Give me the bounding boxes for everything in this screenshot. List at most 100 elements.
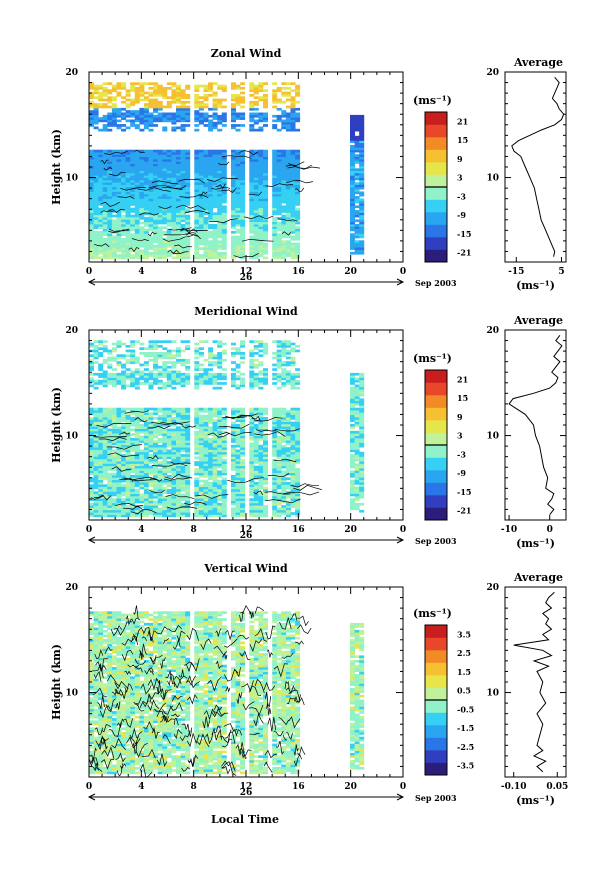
heatmap-cell (249, 361, 255, 364)
heatmap-cell (171, 386, 177, 390)
heatmap-cell (263, 379, 268, 383)
heatmap-cell (93, 493, 99, 497)
heatmap-cell (249, 251, 255, 255)
heatmap-cell (93, 170, 99, 174)
heatmap-cell (111, 384, 117, 388)
heatmap-cell (139, 175, 145, 178)
heatmap-cell (276, 463, 282, 467)
colorbar-segment (425, 224, 447, 238)
heatmap-cell (153, 352, 159, 355)
heatmap-cell (295, 128, 301, 132)
heatmap-cell (162, 347, 168, 350)
heatmap-cell (166, 203, 172, 206)
heatmap-cell (171, 461, 177, 464)
heatmap-cell (212, 447, 218, 450)
heatmap-cell (125, 493, 131, 497)
heatmap-cell (107, 493, 113, 497)
heatmap-cell (148, 421, 154, 425)
heatmap-cell (221, 495, 227, 499)
heatmap-cell (89, 507, 94, 511)
heatmap-cell (203, 375, 209, 378)
heatmap-cell (139, 87, 145, 90)
heatmap-cell (185, 228, 191, 232)
heatmap-cell (198, 368, 204, 371)
heatmap-cell (134, 91, 140, 95)
heatmap-cell (231, 179, 236, 183)
heatmap-cell (240, 214, 246, 218)
heatmap-cell (212, 498, 218, 501)
heatmap-cell (162, 430, 168, 434)
heatmap-cell (221, 193, 227, 197)
heatmap-cell (295, 198, 301, 202)
heatmap-cell (258, 370, 264, 374)
heatmap-cell (221, 149, 227, 153)
heatmap-cell (166, 231, 172, 234)
heatmap-cell (217, 340, 223, 343)
heatmap-cell (290, 256, 296, 260)
heatmap-cell (290, 231, 296, 234)
heatmap-cell (185, 191, 191, 195)
heatmap-cell (240, 421, 246, 425)
heatmap-cell (180, 240, 186, 243)
heatmap-cell (102, 421, 108, 425)
heatmap-cell (263, 156, 268, 160)
heatmap-cell (176, 170, 181, 174)
heatmap-cell (98, 454, 104, 457)
heatmap-cell (107, 451, 113, 455)
heatmap-cell (89, 177, 94, 181)
heatmap-cell (350, 207, 355, 211)
heatmap-cell (272, 247, 278, 250)
heatmap-cell (185, 423, 191, 427)
heatmap-cell (253, 179, 259, 183)
heatmap-cell (185, 217, 191, 220)
heatmap-cell (258, 512, 264, 515)
heatmap-cell (166, 407, 172, 411)
heatmap-cell (157, 231, 163, 234)
heatmap-cell (263, 149, 268, 153)
heatmap-cell (272, 363, 278, 367)
contour-line (117, 196, 135, 199)
heatmap-cell (107, 375, 113, 378)
heatmap-cell (93, 468, 99, 471)
heatmap-cell (290, 182, 296, 185)
heatmap-cell (176, 379, 181, 383)
heatmap-cell (231, 112, 236, 116)
heatmap-cell (258, 514, 264, 518)
heatmap-cell (93, 242, 99, 246)
heatmap-cell (176, 152, 181, 155)
heatmap-cell (111, 219, 117, 223)
heatmap-cell (235, 463, 241, 467)
heatmap-cell (231, 502, 236, 506)
heatmap-cell (212, 226, 218, 229)
heatmap-cell (102, 414, 108, 418)
heatmap-cell (171, 159, 177, 162)
heatmap-cell (111, 179, 117, 183)
heatmap-cell (231, 107, 236, 111)
heatmap-cell (276, 221, 282, 225)
heatmap-cell (116, 84, 122, 88)
heatmap-cell (263, 477, 268, 481)
heatmap-cell (116, 198, 122, 202)
heatmap-cell (249, 370, 255, 374)
heatmap-cell (185, 442, 191, 446)
heatmap-cell (249, 84, 255, 88)
heatmap-cell (354, 184, 360, 188)
heatmap-cell (125, 154, 131, 157)
heatmap-cell (285, 224, 291, 227)
heatmap-cell (350, 251, 355, 255)
heatmap-cell (98, 184, 104, 188)
colorbar-segment (425, 149, 447, 163)
heatmap-cell (107, 170, 113, 174)
heatmap-cell (102, 105, 108, 109)
heatmap-cell (281, 205, 287, 209)
heatmap-cell (258, 507, 264, 511)
heatmap-cell (198, 235, 204, 239)
heatmap-cell (176, 217, 181, 220)
heatmap-cell (281, 256, 287, 260)
heatmap-cell (180, 128, 186, 132)
heatmap-cell (258, 161, 264, 164)
heatmap-cell (185, 96, 191, 99)
heatmap-cell (276, 361, 282, 364)
heatmap-cell (354, 172, 360, 176)
heatmap-cell (212, 235, 218, 239)
